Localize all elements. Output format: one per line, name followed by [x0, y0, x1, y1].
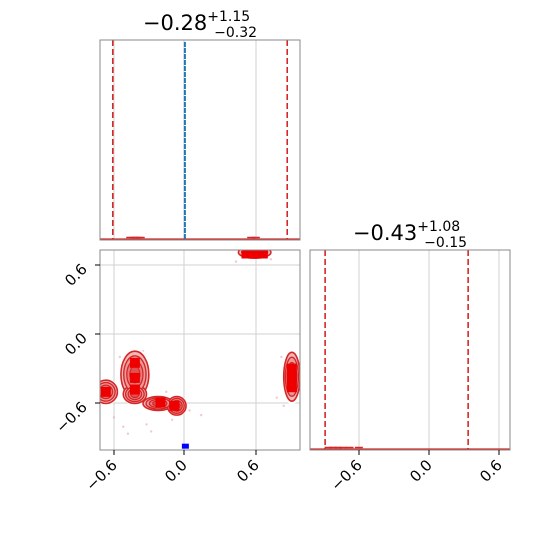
- panel-frame: [309, 249, 511, 451]
- sample-point: [112, 416, 116, 419]
- density-core-pixel: [169, 400, 180, 411]
- density-core-pixel: [286, 372, 297, 383]
- density-core-pixel: [249, 250, 260, 259]
- sample-point: [280, 355, 283, 359]
- x-tick-label: −0.6: [82, 456, 120, 494]
- title-param-2: −0.43+1.08 −0.15: [353, 219, 467, 251]
- sample-point: [234, 260, 238, 263]
- title-param-1: −0.28+1.15 −0.32: [143, 9, 257, 41]
- panel-frame: [99, 39, 301, 241]
- histogram-marks: [100, 40, 300, 240]
- sample-point: [126, 432, 130, 435]
- sample-point: [149, 430, 153, 433]
- y-tick-label: 0.0: [61, 329, 91, 359]
- grid-lines: [358, 250, 500, 450]
- sample-point: [199, 413, 203, 417]
- contour-panel: [99, 249, 301, 451]
- sample-point: [122, 425, 125, 428]
- sample-point: [269, 258, 273, 261]
- histogram-panel-param-2: [309, 249, 511, 451]
- sample-point: [170, 418, 174, 421]
- histogram-marks: [310, 250, 510, 450]
- y-tick-label: 0.6: [61, 260, 91, 290]
- sample-point: [275, 396, 278, 399]
- density-core-pixel: [129, 372, 140, 383]
- density-core-pixel: [100, 386, 111, 397]
- contour-marks: [100, 250, 300, 449]
- sample-point: [118, 355, 121, 359]
- density-core-pixel: [155, 397, 166, 408]
- truth-marker: [181, 443, 189, 449]
- density-core-pixel: [286, 382, 297, 393]
- sample-point: [165, 390, 168, 394]
- x-tick-label: 0.0: [161, 456, 191, 486]
- x-tick-label: 0.6: [476, 456, 506, 486]
- sample-point: [282, 404, 285, 408]
- y-tick-label: −0.6: [52, 398, 90, 436]
- sample-point: [145, 423, 148, 426]
- tick-marks: [95, 264, 500, 455]
- histogram-panel-param-1: [99, 39, 301, 241]
- panel-background: [310, 250, 510, 450]
- density-core-pixel: [257, 250, 268, 259]
- density-core-pixel: [241, 250, 252, 259]
- panel-background: [100, 40, 300, 240]
- sample-point: [188, 409, 191, 412]
- density-core-pixel: [129, 384, 140, 395]
- density-core-pixel: [286, 363, 297, 374]
- x-tick-label: 0.6: [233, 456, 263, 486]
- panel-frame: [99, 249, 301, 451]
- x-tick-label: 0.0: [406, 456, 436, 486]
- x-tick-label: −0.6: [327, 456, 365, 494]
- density-core-pixel: [129, 357, 140, 368]
